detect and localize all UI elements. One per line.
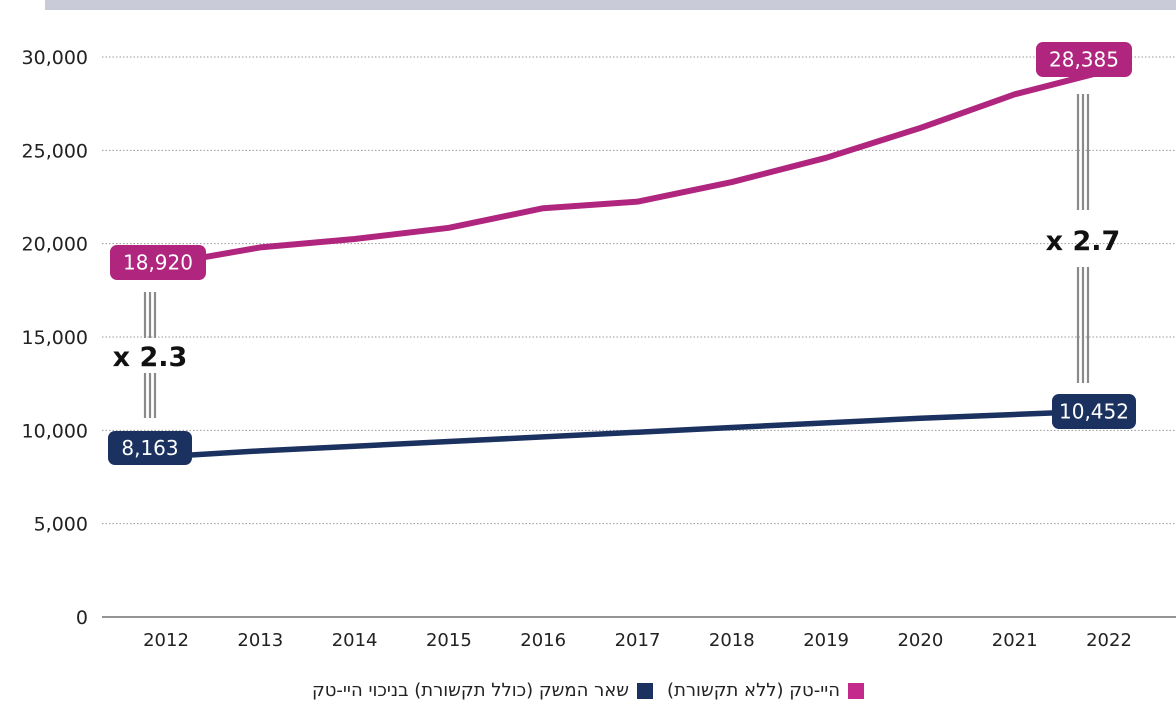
x-tick-label: 2014	[332, 630, 378, 651]
legend-label-rest: שאר המשק (כולל תקשורת) בניכוי היי-טק	[311, 680, 630, 701]
legend-swatch-hitech	[848, 682, 865, 699]
hitech-label-first-box	[110, 245, 206, 280]
hitech-line	[163, 67, 1112, 267]
x-tick-label: 2015	[426, 630, 472, 651]
legend-swatch-rest	[637, 682, 654, 699]
rest-label-last-text: 10,452	[1059, 400, 1129, 424]
gridlines	[102, 56, 1176, 618]
rest-label-last-box	[1052, 394, 1136, 429]
data-labels: 18,920 28,385 8,163 10,452	[108, 42, 1136, 465]
multiplier-annotations: x 2.3 x 2.7	[113, 94, 1121, 418]
y-tick-label: 0	[76, 607, 88, 629]
hitech-label-first-text: 18,920	[123, 251, 193, 275]
series-lines	[163, 67, 1112, 460]
hitech-label-last-text: 28,385	[1049, 48, 1119, 72]
x-tick-label: 2019	[803, 630, 849, 651]
rest-line	[163, 407, 1112, 460]
x-tick-label: 2012	[143, 630, 189, 651]
right-multiplier-text: x 2.7	[1046, 226, 1121, 257]
legend-item-rest: שאר המשק (כולל תקשורת) בניכוי היי-טק	[311, 680, 654, 701]
rest-label-first-box	[108, 431, 192, 465]
x-tick-label: 2022	[1086, 630, 1132, 651]
y-tick-label: 15,000	[22, 327, 88, 349]
y-tick-label: 25,000	[22, 140, 88, 162]
rest-label-first-text: 8,163	[121, 436, 178, 460]
y-tick-label: 30,000	[22, 47, 88, 69]
legend: היי-טק (ללא תקשורת) שאר המשק (כולל תקשור…	[0, 680, 1176, 701]
legend-item-hitech: היי-טק (ללא תקשורת)	[667, 680, 865, 701]
top-accent-bar	[45, 0, 1176, 10]
x-tick-label: 2017	[615, 630, 661, 651]
y-tick-label: 20,000	[22, 234, 88, 256]
x-axis-ticks: 2012 2013 2014 2015 2016 2017 2018 2019 2020 2021…	[143, 630, 1132, 651]
x-tick-label: 2021	[992, 630, 1038, 651]
x-tick-label: 2013	[237, 630, 283, 651]
y-tick-label: 10,000	[22, 420, 88, 442]
x-tick-label: 2020	[897, 630, 943, 651]
x-tick-label: 2016	[520, 630, 566, 651]
y-axis-ticks: 0 5,000 10,000 15,000 20,000 25,000 30,000	[22, 47, 88, 629]
legend-label-hitech: היי-טק (ללא תקשורת)	[667, 680, 841, 701]
x-tick-label: 2018	[709, 630, 755, 651]
y-tick-label: 5,000	[34, 514, 88, 536]
hitech-label-last-box	[1036, 42, 1132, 77]
left-multiplier-text: x 2.3	[113, 342, 188, 373]
